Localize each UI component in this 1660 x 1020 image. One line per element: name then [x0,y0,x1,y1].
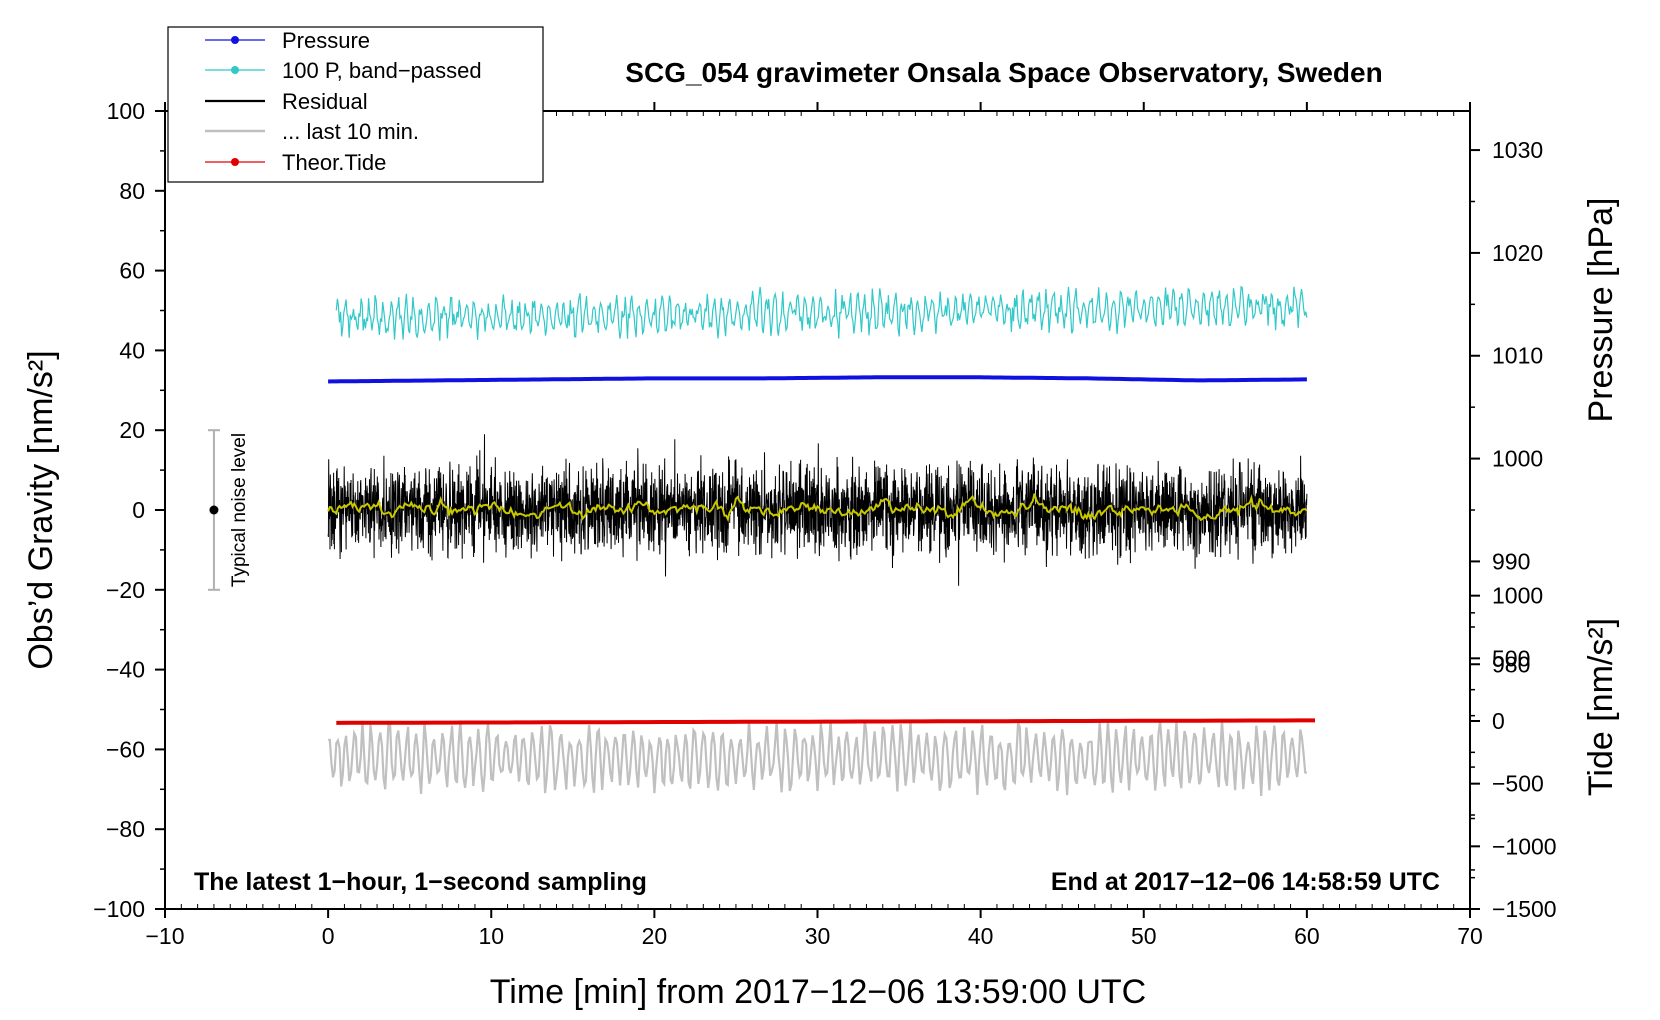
series-last-10-min-line [328,719,1308,797]
legend-item-pressure: Pressure [205,28,370,53]
x-axis-title: Time [min] from 2017−12−06 13:59:00 UTC [490,973,1146,1011]
y-tick-label: 60 [119,258,145,284]
pressure-tick-label: 1000 [1492,446,1543,472]
series-theoretical-tide-line [336,718,1315,725]
noise-level-label: Typical noise level [229,433,250,587]
y-axis-title-left: Obs’d Gravity [nm/s²] [22,350,60,669]
tide-tick-label: −500 [1492,771,1544,797]
y-tick-label: 80 [119,178,145,204]
y-tick-label: −60 [106,736,145,762]
series-pressure-line [328,375,1307,384]
legend-item-residual: Residual [205,89,368,114]
series-residual-line [327,434,1308,586]
footer-end-time: End at 2017−12−06 14:58:59 UTC [1051,868,1440,896]
legend-label-theor-tide: Theor.Tide [282,150,386,175]
chart-title: SCG_054 gravimeter Onsala Space Observat… [625,57,1382,88]
y-tick-label: −80 [106,816,145,842]
x-tick-label: 60 [1294,923,1320,949]
series-bandpassed-pressure-line [335,285,1308,341]
x-tick-label: 10 [478,923,504,949]
noise-level-dot [209,505,219,515]
footer-sampling-note: The latest 1−hour, 1−second sampling [194,868,647,896]
tide-tick-label: 1000 [1492,583,1543,609]
y-tick-label: −40 [106,657,145,683]
axes-layer: −10 0 10 20 30 40 50 60 70100806040200−20−40−60−… [93,98,1556,949]
legend-marker-pressure [231,36,239,44]
x-tick-label: 30 [805,923,831,949]
legend: Pressure 100 P, band−passed Residual ...… [167,26,544,183]
x-tick-label: 70 [1457,923,1483,949]
y-axis-title-tide: Tide [nm/s²] [1582,618,1620,796]
legend-label-bandpassed: 100 P, band−passed [282,58,482,83]
y-tick-label: −20 [106,577,145,603]
series-residual-smoothed-line [327,493,1308,522]
x-tick-label: 50 [1131,923,1157,949]
y-tick-label: −100 [93,896,145,922]
legend-label-last-10-min: ... last 10 min. [282,119,419,144]
legend-box [167,26,544,183]
pressure-tick-label: 990 [1492,548,1530,574]
legend-item-bandpassed: 100 P, band−passed [205,58,482,83]
pressure-tick-label: 1030 [1492,137,1543,163]
series-layer [327,285,1315,797]
x-tick-label: −10 [145,923,184,949]
pressure-tick-label: 1010 [1492,343,1543,369]
x-tick-label: 0 [322,923,335,949]
pressure-tick-label: 1020 [1492,240,1543,266]
pressure-tick-label: 980 [1492,651,1530,677]
noise-level-indicator: Typical noise level [207,429,250,591]
y-tick-label: 40 [119,337,145,363]
x-tick-label: 40 [968,923,994,949]
x-tick-label: 20 [642,923,668,949]
legend-label-pressure: Pressure [282,28,370,53]
y-tick-label: 100 [107,98,145,124]
tide-tick-label: −1000 [1492,833,1557,859]
tide-tick-label: 0 [1492,708,1505,734]
y-tick-label: 20 [119,417,145,443]
legend-marker-bandpassed [231,66,239,74]
legend-marker-theor-tide [231,158,239,166]
tide-tick-label: −1500 [1492,896,1557,922]
y-tick-label: 0 [132,497,145,523]
legend-label-residual: Residual [282,89,368,114]
y-axis-title-pressure: Pressure [hPa] [1582,198,1620,423]
legend-item-theor-tide: Theor.Tide [205,150,386,175]
legend-item-last-10-min: ... last 10 min. [205,119,419,144]
tide-tick-label: 500 [1492,645,1530,671]
